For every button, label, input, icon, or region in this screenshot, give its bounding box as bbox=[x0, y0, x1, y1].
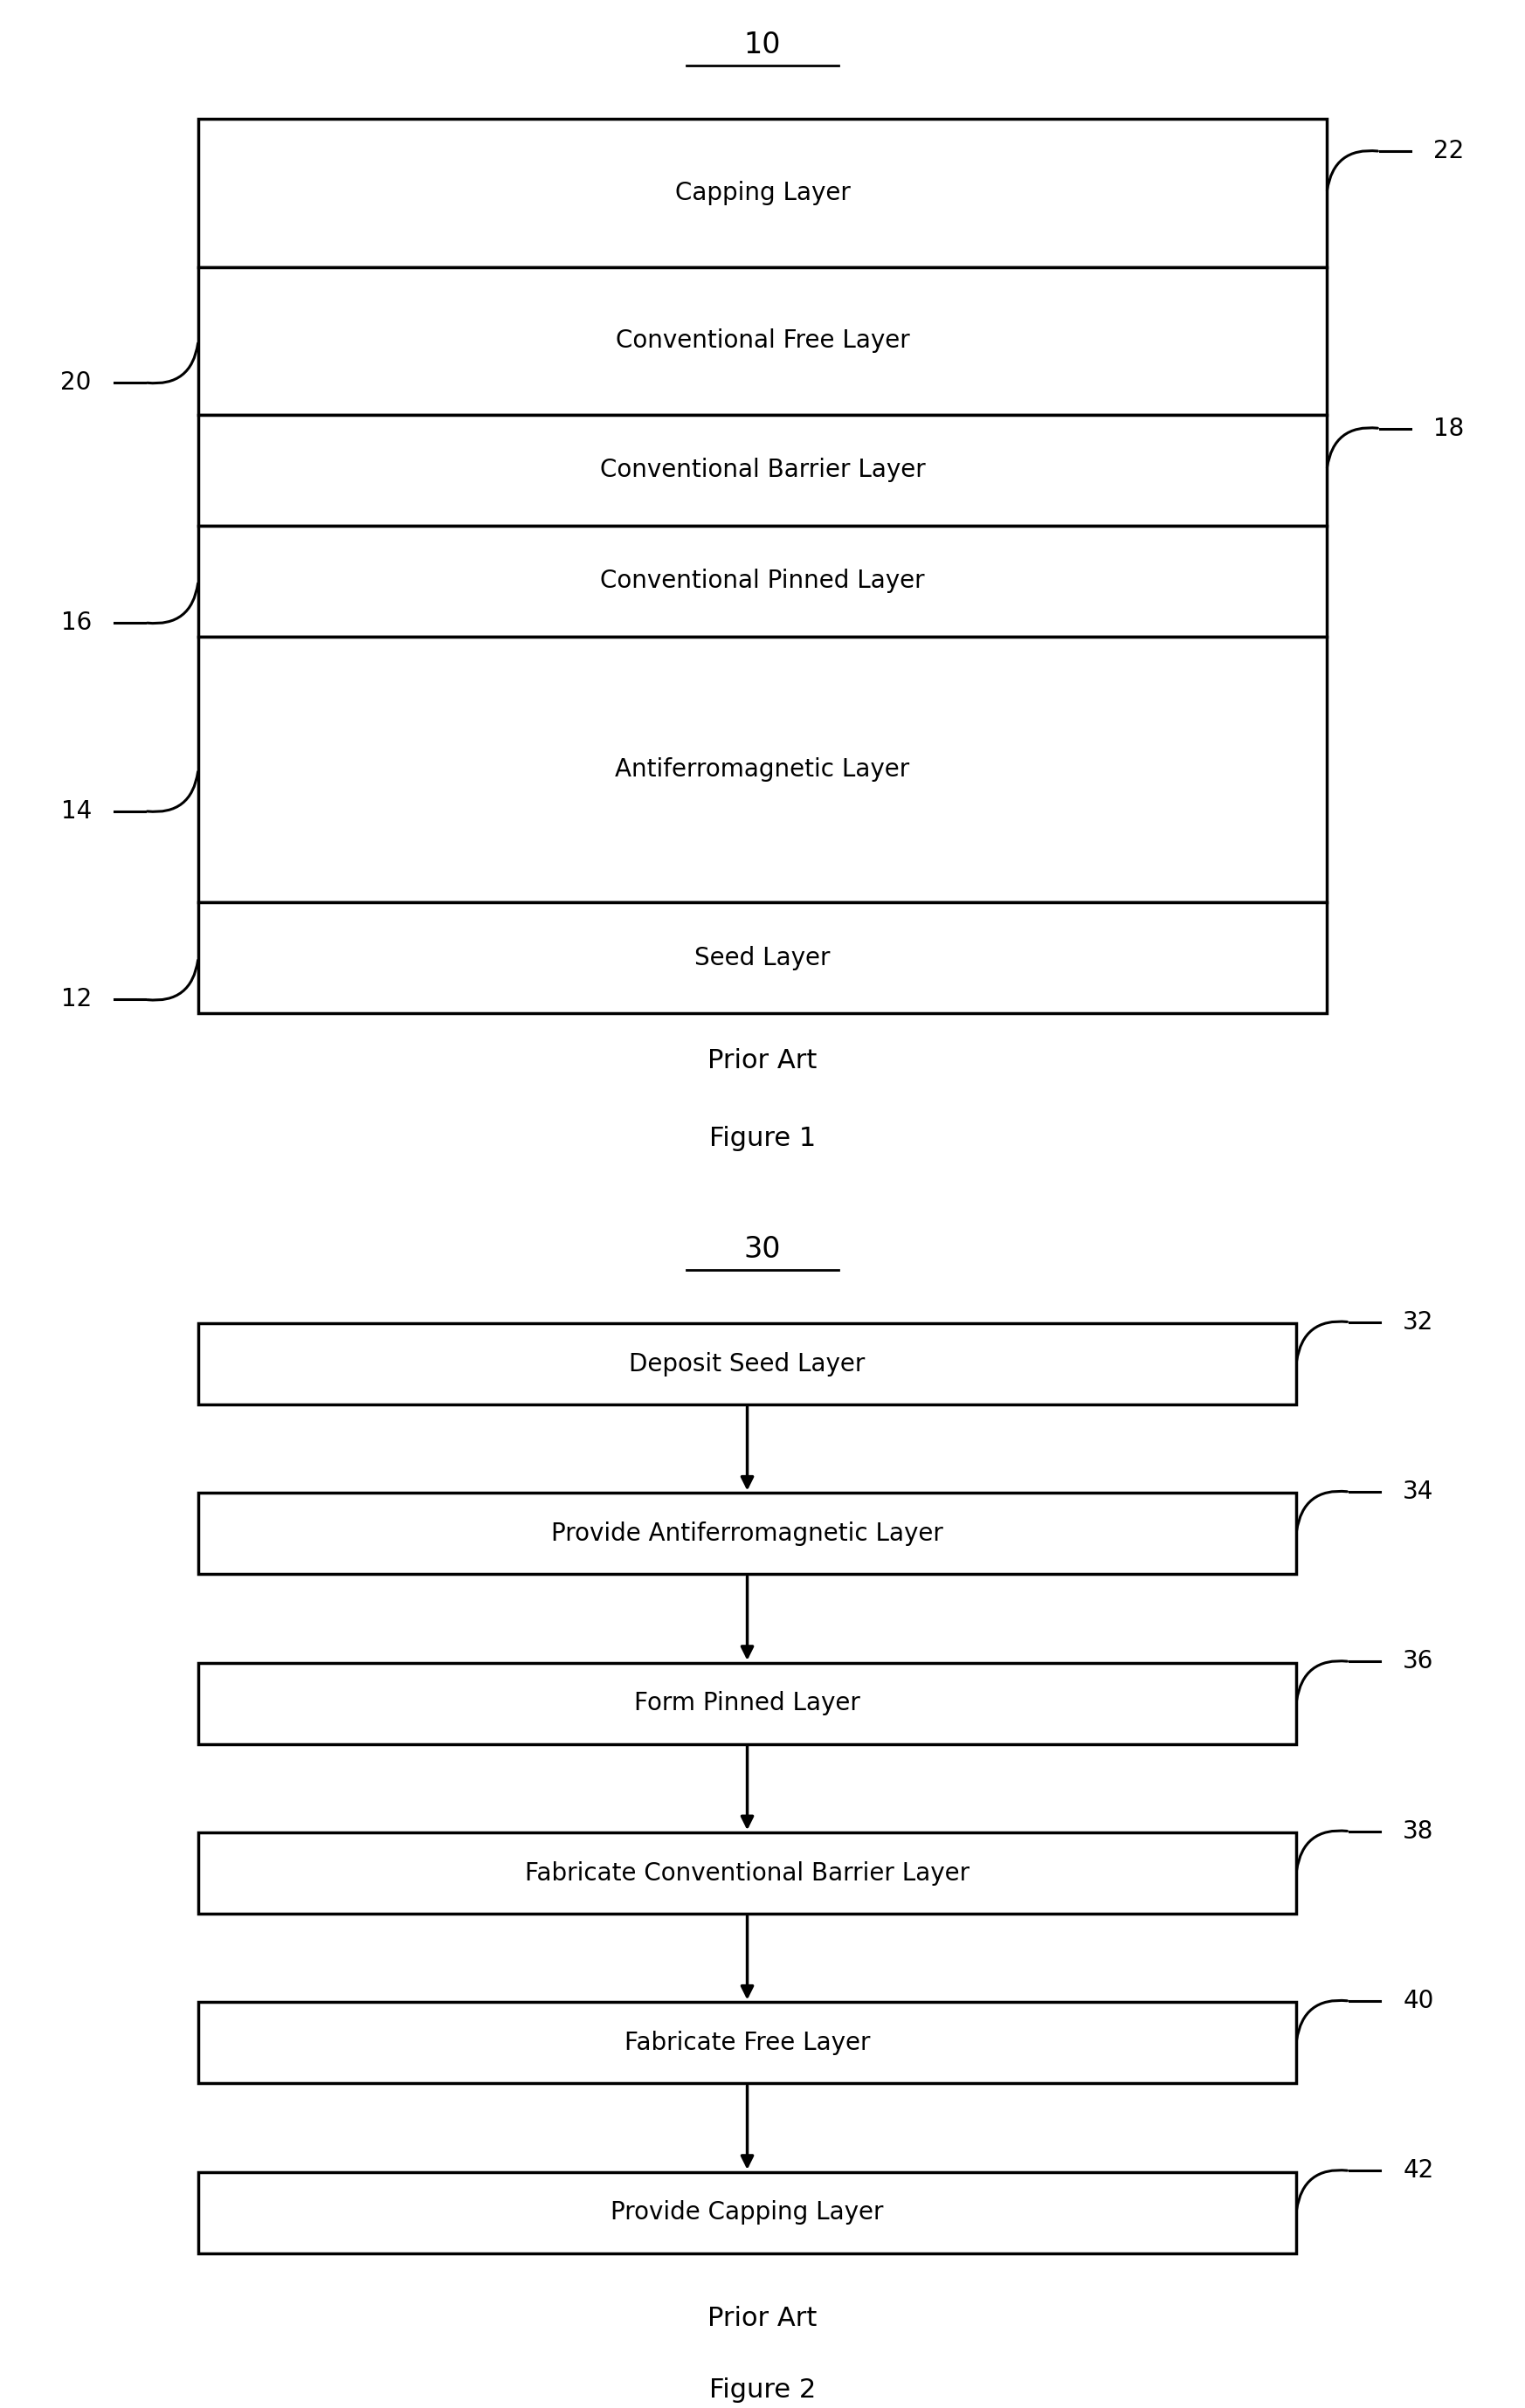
Bar bbox=[198, 1324, 1296, 1404]
Bar bbox=[198, 2172, 1296, 2254]
Text: 20: 20 bbox=[61, 371, 91, 395]
Bar bbox=[198, 1493, 1296, 1575]
Bar bbox=[198, 120, 1327, 267]
Text: Antiferromagnetic Layer: Antiferromagnetic Layer bbox=[615, 756, 910, 783]
Text: 12: 12 bbox=[61, 987, 91, 1011]
Bar bbox=[198, 414, 1327, 525]
Text: Figure 1: Figure 1 bbox=[709, 1125, 816, 1151]
Text: 18: 18 bbox=[1434, 417, 1464, 441]
Text: Figure 2: Figure 2 bbox=[709, 2377, 816, 2403]
Text: Deposit Seed Layer: Deposit Seed Layer bbox=[630, 1351, 865, 1375]
Bar bbox=[198, 267, 1327, 414]
Bar bbox=[198, 1664, 1296, 1743]
Text: 32: 32 bbox=[1403, 1310, 1434, 1334]
Text: Conventional Free Layer: Conventional Free Layer bbox=[616, 327, 909, 354]
Bar bbox=[198, 525, 1327, 636]
Text: Seed Layer: Seed Layer bbox=[694, 946, 831, 970]
Text: Provide Capping Layer: Provide Capping Layer bbox=[612, 2201, 883, 2225]
Text: 42: 42 bbox=[1403, 2158, 1434, 2184]
Text: 30: 30 bbox=[744, 1235, 781, 1264]
Text: Conventional Barrier Layer: Conventional Barrier Layer bbox=[599, 458, 926, 482]
Text: Capping Layer: Capping Layer bbox=[674, 181, 851, 205]
Text: 14: 14 bbox=[61, 799, 91, 824]
Text: 36: 36 bbox=[1403, 1649, 1434, 1674]
Text: Form Pinned Layer: Form Pinned Layer bbox=[634, 1690, 860, 1714]
Text: Prior Art: Prior Art bbox=[708, 1047, 817, 1074]
Text: Fabricate Free Layer: Fabricate Free Layer bbox=[624, 2030, 871, 2054]
Text: 40: 40 bbox=[1403, 1989, 1434, 2013]
Text: Provide Antiferromagnetic Layer: Provide Antiferromagnetic Layer bbox=[551, 1522, 944, 1546]
Text: Fabricate Conventional Barrier Layer: Fabricate Conventional Barrier Layer bbox=[525, 1861, 970, 1885]
Text: Prior Art: Prior Art bbox=[708, 2307, 817, 2331]
Text: 10: 10 bbox=[744, 31, 781, 60]
Text: 22: 22 bbox=[1434, 140, 1464, 164]
Text: 16: 16 bbox=[61, 612, 91, 636]
Bar bbox=[198, 636, 1327, 903]
Text: 34: 34 bbox=[1403, 1479, 1434, 1505]
Text: Conventional Pinned Layer: Conventional Pinned Layer bbox=[601, 568, 924, 592]
Bar bbox=[198, 2003, 1296, 2083]
Text: 38: 38 bbox=[1403, 1818, 1434, 1845]
Bar bbox=[198, 1832, 1296, 1914]
Bar bbox=[198, 903, 1327, 1014]
